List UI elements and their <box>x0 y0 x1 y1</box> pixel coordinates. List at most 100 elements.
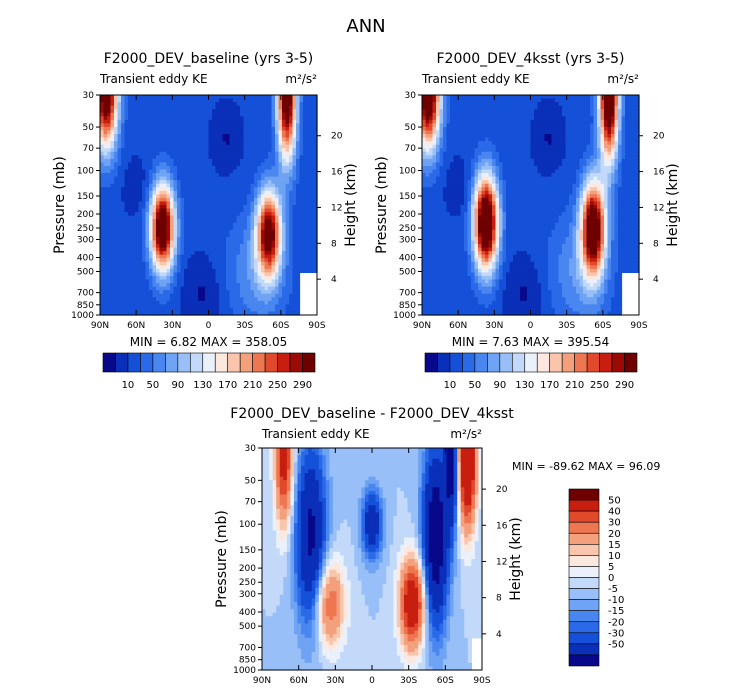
y-tick-label: 500 <box>239 622 256 632</box>
y-tick-label: 400 <box>77 254 94 264</box>
colorbar-label: 130 <box>515 380 534 391</box>
colorbar-label: 50 <box>469 380 482 391</box>
height-axis-label: Height (km) <box>343 163 359 246</box>
colorbar-swatch <box>561 352 575 373</box>
x-tick-label: 60N <box>127 321 145 331</box>
y-tick-label: 200 <box>239 564 256 574</box>
colorbar-swatch <box>568 621 600 634</box>
y-tick-label: 500 <box>399 268 416 278</box>
colorbar-swatch <box>568 544 600 556</box>
colorbar-label: -10 <box>608 595 624 606</box>
page-title: ANN <box>346 16 385 37</box>
panel-subtitle: Transient eddy KE <box>261 427 370 441</box>
panel-2: F2000_DEV_4ksst (yrs 3-5) Transient eddy … <box>374 51 681 391</box>
y-tick-label: 700 <box>399 289 416 299</box>
y-tick-label: 850 <box>399 301 416 311</box>
y-tick-label: 100 <box>399 167 416 177</box>
y-tick-label: 250 <box>239 578 256 588</box>
x-tick-label: 90S <box>630 321 647 331</box>
y-tick-label: 70 <box>405 144 417 154</box>
colorbar-swatch <box>487 352 501 373</box>
colorbar-label: 290 <box>293 380 312 391</box>
x-tick-label: 0 <box>528 321 534 331</box>
colorbar-swatch <box>424 352 438 373</box>
y-tick-label: 400 <box>399 254 416 264</box>
y-tick-label: 50 <box>83 123 95 133</box>
x-tick-label: 60N <box>290 676 308 686</box>
colorbar-swatch <box>474 352 488 373</box>
x-tick-label: 90S <box>473 676 490 686</box>
heatmap <box>262 448 483 671</box>
colorbar-swatch <box>277 352 291 373</box>
y-tick-label: 1000 <box>233 666 256 676</box>
colorbar-swatch <box>568 654 600 667</box>
colorbar-swatch <box>449 352 463 373</box>
colorbar-swatch <box>115 352 129 373</box>
colorbar-label: -15 <box>608 606 624 617</box>
y-axis-label: Pressure (mb) <box>52 156 68 254</box>
height-tick-label: 8 <box>331 239 337 249</box>
x-tick-label: 60S <box>272 321 289 331</box>
colorbar-swatch <box>511 352 526 373</box>
colorbar-label: -50 <box>608 639 624 650</box>
colorbar-label: 170 <box>218 380 237 391</box>
colorbar-swatch <box>165 352 179 373</box>
height-tick-label: 8 <box>653 239 659 249</box>
colorbar-label: 0 <box>608 573 614 584</box>
y-tick-label: 30 <box>245 444 257 454</box>
panel-title: F2000_DEV_4ksst (yrs 3-5) <box>436 51 624 67</box>
x-tick-label: 0 <box>206 321 212 331</box>
colorbar-label: 90 <box>493 380 506 391</box>
colorbar-swatch <box>289 352 303 373</box>
colorbar-swatch <box>611 352 625 373</box>
x-tick-label: 0 <box>369 676 375 686</box>
colorbar-label: 50 <box>608 496 621 507</box>
panel-subtitle: Transient eddy KE <box>421 72 530 86</box>
colorbar-swatch <box>568 632 600 645</box>
colorbar-swatch <box>624 352 638 373</box>
colorbar-label: 130 <box>193 380 212 391</box>
colorbar-label: 250 <box>590 380 609 391</box>
min-max-stats: MIN = -89.62 MAX = 96.09 <box>512 460 660 473</box>
colorbar-swatch <box>302 352 316 373</box>
height-tick-label: 20 <box>496 485 508 495</box>
colorbar-label: 15 <box>608 540 621 551</box>
colorbar-swatch <box>568 577 600 589</box>
y-tick-label: 150 <box>239 546 256 556</box>
y-tick-label: 30 <box>83 91 95 101</box>
colorbar-swatch <box>549 352 563 373</box>
y-tick-label: 150 <box>399 192 416 202</box>
y-tick-label: 850 <box>77 301 94 311</box>
colorbar-swatch <box>568 566 600 578</box>
y-tick-label: 100 <box>77 167 94 177</box>
colorbar-swatch <box>252 352 266 373</box>
height-tick-label: 4 <box>331 275 337 285</box>
x-tick-label: 30N <box>163 321 181 331</box>
colorbar-label: 30 <box>608 518 621 529</box>
height-tick-label: 16 <box>653 168 665 178</box>
y-tick-label: 1000 <box>393 311 416 321</box>
colorbar-label: 40 <box>608 507 621 518</box>
colorbar-label: 10 <box>444 380 457 391</box>
colorbar-label: 170 <box>540 380 559 391</box>
y-tick-label: 250 <box>77 224 94 234</box>
colorbar-swatch <box>140 352 154 373</box>
colorbar-swatch <box>568 599 600 611</box>
colorbar-swatch <box>202 352 216 373</box>
colorbar-swatch <box>568 532 600 545</box>
colorbar-swatch <box>102 352 116 373</box>
panel-subtitle: Transient eddy KE <box>99 72 208 86</box>
colorbar-label: -20 <box>608 617 624 628</box>
panel-units: m²/s² <box>607 72 639 86</box>
colorbar-swatch <box>499 352 513 373</box>
y-tick-label: 30 <box>405 91 417 101</box>
colorbar-swatch <box>568 643 600 656</box>
colorbar-label: -5 <box>608 584 618 595</box>
y-tick-label: 70 <box>83 144 95 154</box>
colorbar-swatch <box>152 352 166 373</box>
colorbar: 10 50 90 130 170 210 250 290 <box>102 352 316 391</box>
min-max-stats: MIN = 6.82 MAX = 358.05 <box>130 335 288 349</box>
colorbar-swatch <box>574 352 588 373</box>
height-tick-label: 4 <box>496 630 502 640</box>
